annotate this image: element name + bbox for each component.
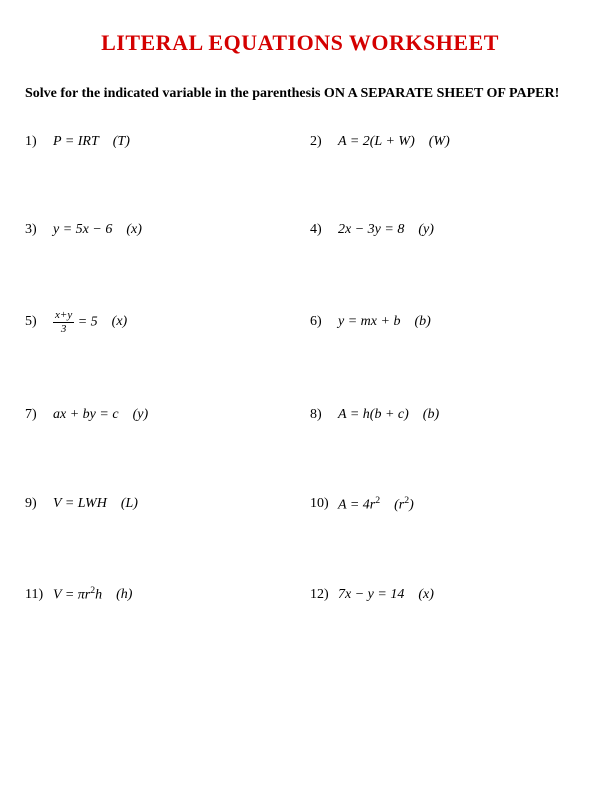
problem-item: 10) A = 4r2 (r2) [310,495,575,514]
problem-solve-for: (W) [429,134,450,150]
problem-number: 10) [310,496,338,512]
problem-item: 3) y = 5x − 6 (x) [25,222,290,238]
problem-solve-for: (L) [121,496,138,512]
problem-number: 3) [25,222,53,238]
problem-number: 6) [310,314,338,330]
problem-number: 11) [25,587,53,603]
problem-equation: y = mx + b [338,314,400,330]
problem-solve-for: (x) [126,222,142,238]
problem-number: 12) [310,587,338,603]
problem-item: 8) A = h(b + c) (b) [310,407,575,423]
problem-equation: V = πr2h [53,585,102,604]
problem-number: 2) [310,134,338,150]
problem-equation: P = IRT [53,134,99,150]
problem-equation: A = h(b + c) [338,407,409,423]
problem-equation: 2x − 3y = 8 [338,222,404,238]
problem-solve-for: (T) [113,134,130,150]
problem-item: 12) 7x − y = 14 (x) [310,585,575,604]
problem-number: 8) [310,407,338,423]
problem-equation: y = 5x − 6 [53,222,112,238]
problem-equation: x+y3 = 5 [53,310,98,335]
problem-solve-for: (h) [116,587,132,603]
problem-item: 2) A = 2(L + W) (W) [310,134,575,150]
problem-item: 4) 2x − 3y = 8 (y) [310,222,575,238]
problem-solve-for: (x) [418,587,434,603]
problem-item: 6) y = mx + b (b) [310,310,575,335]
problem-number: 9) [25,496,53,512]
problem-item: 9) V = LWH (L) [25,495,290,514]
problem-equation: A = 2(L + W) [338,134,415,150]
problem-number: 7) [25,407,53,423]
problem-item: 11) V = πr2h (h) [25,585,290,604]
instructions-text: Solve for the indicated variable in the … [25,84,575,104]
worksheet-title: LITERAL EQUATIONS WORKSHEET [25,30,575,56]
problem-number: 1) [25,134,53,150]
problem-equation: 7x − y = 14 [338,587,404,603]
problem-number: 5) [25,314,53,330]
problem-solve-for: (y) [133,407,149,423]
problems-grid: 1) P = IRT (T) 2) A = 2(L + W) (W) 3) y … [25,134,575,604]
problem-item: 5) x+y3 = 5 (x) [25,310,290,335]
problem-item: 1) P = IRT (T) [25,134,290,150]
problem-number: 4) [310,222,338,238]
problem-solve-for: (x) [112,314,128,330]
problem-solve-for: (b) [423,407,439,423]
problem-equation: V = LWH [53,496,107,512]
problem-solve-for: (y) [418,222,434,238]
problem-item: 7) ax + by = c (y) [25,407,290,423]
problem-equation: A = 4r2 [338,495,380,514]
problem-equation: ax + by = c [53,407,119,423]
problem-solve-for: (b) [414,314,430,330]
problem-solve-for: (r2) [394,495,414,514]
